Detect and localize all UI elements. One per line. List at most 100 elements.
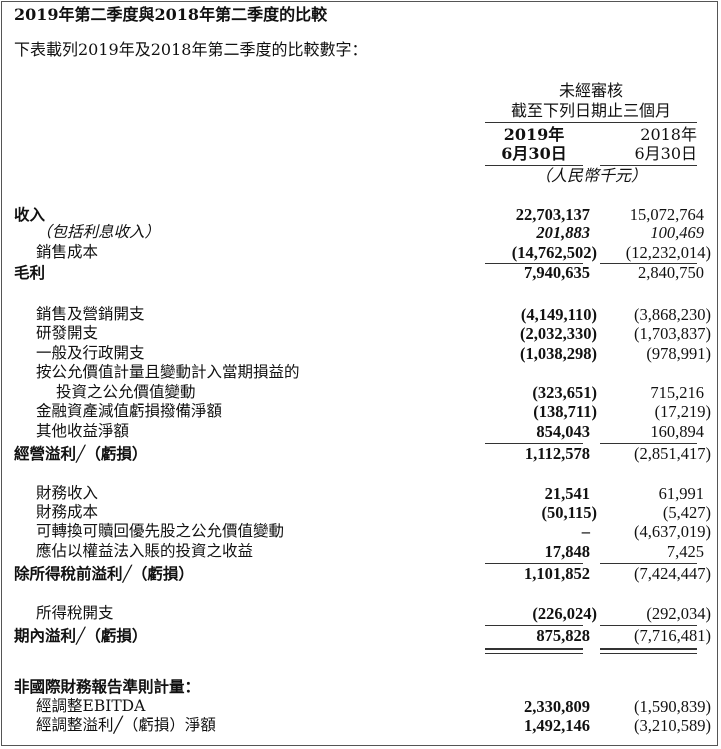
value-2019: (323,651) — [532, 383, 597, 402]
value-text: (2,851,417) — [634, 444, 711, 463]
row-label: 應佔以權益法入賬的投資之收益 — [36, 542, 254, 560]
row-label: 財務成本 — [36, 503, 99, 521]
row-label: 投資之公允價值變動 — [56, 383, 196, 401]
subtotal-rule — [485, 263, 583, 264]
table-row: 除所得稅前溢利╱（虧損） 1,101,852 (7,424,447) — [0, 564, 721, 583]
value-text: 7,940,635 — [524, 263, 590, 282]
value-text: 61,991 — [658, 484, 704, 503]
row-label: 銷售及營銷開支 — [36, 305, 145, 323]
value-2018: (17,219) — [655, 402, 711, 421]
table-row: 一般及行政開支 (1,038,298) (978,991) — [0, 344, 721, 363]
value-text: (978,991) — [646, 344, 711, 363]
value-2019: 1,101,852 — [524, 564, 597, 583]
row-label: 除所得稅前溢利╱（虧損） — [14, 564, 194, 583]
value-2018: (292,034) — [646, 604, 711, 623]
value-2019: (14,762,502) — [512, 243, 597, 262]
col1-date: 6月30日 — [501, 144, 567, 163]
value-2019: 875,828 — [536, 626, 597, 645]
row-label: 收入 — [14, 205, 46, 224]
table-row: 經調整溢利╱（虧損）淨額 1,492,146 (3,210,589) — [0, 716, 721, 735]
value-2018: (5,427) — [663, 503, 711, 522]
section-title: 2019年第二季度與2018年第二季度的比較 — [14, 5, 328, 24]
value-2019: 22,703,137 — [516, 205, 597, 224]
value-2018: (1,590,839) — [634, 697, 711, 716]
value-2018: 61,991 — [659, 484, 711, 503]
value-2018: 15,072,764 — [630, 205, 711, 224]
value-2018: (3,210,589) — [634, 716, 711, 735]
col2-date: 6月30日 — [634, 144, 697, 163]
value-text: (7,424,447) — [634, 564, 711, 583]
value-text: 21,541 — [544, 484, 590, 503]
value-2019 — [590, 677, 597, 696]
value-text: 2,330,809 — [524, 697, 590, 716]
intro-text: 下表載列2019年及2018年第二季度的比較數字： — [14, 40, 368, 59]
row-label: 一般及行政開支 — [36, 344, 145, 362]
row-label: （包括利息收入） — [36, 223, 161, 241]
table-row: 毛利 7,940,635 2,840,750 — [0, 263, 721, 282]
value-text: (7,716,481) — [634, 626, 711, 645]
value-text: – — [581, 522, 590, 541]
total-double-rule — [485, 648, 583, 650]
subtotal-rule — [485, 563, 583, 564]
value-text: (1,703,837) — [634, 324, 711, 343]
value-text: 1,101,852 — [524, 564, 590, 583]
value-text: 160,894 — [650, 422, 704, 441]
unit-label: （人民幣千元） — [534, 166, 647, 185]
value-2019: 201,883 — [536, 223, 597, 242]
table-row: 銷售及營銷開支 (4,149,110) (3,868,230) — [0, 305, 721, 324]
subtotal-rule — [600, 625, 697, 626]
table-row: 所得稅開支 (226,024) (292,034) — [0, 604, 721, 623]
row-label: 按公允價值計量且變動計入當期損益的 — [36, 363, 300, 381]
col1-year: 2019年 — [503, 125, 565, 144]
table-row: 非國際財務報告準則計量： — [0, 677, 721, 696]
value-2019: 2,330,809 — [524, 697, 597, 716]
value-text: (1,590,839) — [634, 697, 711, 716]
value-text: (4,637,019) — [634, 522, 711, 541]
row-label: 研發開支 — [36, 324, 99, 342]
value-2018 — [704, 677, 711, 696]
value-text: (292,034) — [646, 604, 711, 623]
value-2018: (3,868,230) — [634, 305, 711, 324]
value-2018 — [704, 363, 711, 382]
value-text: (4,149,110) — [520, 305, 597, 324]
value-text: (50,115) — [541, 503, 597, 522]
table-row: 財務成本 (50,115) (5,427) — [0, 503, 721, 522]
table-row: 經營溢利╱（虧損） 1,112,578 (2,851,417) — [0, 444, 721, 463]
table-row: （包括利息收入） 201,883 100,469 — [0, 223, 721, 242]
value-2018: 715,216 — [650, 383, 711, 402]
value-2019: 1,112,578 — [525, 444, 597, 463]
value-2018: 100,469 — [650, 223, 711, 242]
value-text: 22,703,137 — [515, 205, 590, 224]
value-2018: 2,840,750 — [638, 263, 711, 282]
total-double-rule — [485, 653, 583, 654]
value-text: 17,848 — [544, 542, 590, 561]
value-2018: (1,703,837) — [634, 324, 711, 343]
value-2018: (7,716,481) — [634, 626, 711, 645]
value-2018: (7,424,447) — [634, 564, 711, 583]
table-row: 研發開支 (2,032,330) (1,703,837) — [0, 324, 721, 343]
value-text: 875,828 — [536, 626, 590, 645]
value-text: (5,427) — [662, 503, 711, 522]
value-text: 1,492,146 — [524, 716, 590, 735]
table-row: 期內溢利╱（虧損） 875,828 (7,716,481) — [0, 626, 721, 645]
table-row: 銷售成本 (14,762,502) (12,232,014) — [0, 243, 721, 262]
total-double-rule — [600, 653, 697, 654]
value-text: (226,024) — [532, 604, 597, 623]
value-2018: (12,232,014) — [626, 243, 711, 262]
subtotal-rule — [485, 625, 583, 626]
table-row: 投資之公允價值變動 (323,651) 715,216 — [0, 383, 721, 402]
value-text: (17,219) — [654, 402, 711, 421]
subtotal-rule — [485, 443, 583, 444]
value-text: 1,112,578 — [524, 444, 590, 463]
value-text: (138,711) — [533, 402, 597, 421]
table-row: 其他收益淨額 854,043 160,894 — [0, 422, 721, 441]
row-label: 經營溢利╱（虧損） — [14, 444, 148, 463]
value-text: (323,651) — [532, 383, 597, 402]
row-label: 期內溢利╱（虧損） — [14, 626, 148, 645]
value-2019: (50,115) — [542, 503, 597, 522]
value-2019: (1,038,298) — [520, 344, 597, 363]
value-text: 201,883 — [536, 223, 590, 242]
row-label: 非國際財務報告準則計量： — [14, 677, 201, 696]
subtotal-rule — [600, 443, 697, 444]
